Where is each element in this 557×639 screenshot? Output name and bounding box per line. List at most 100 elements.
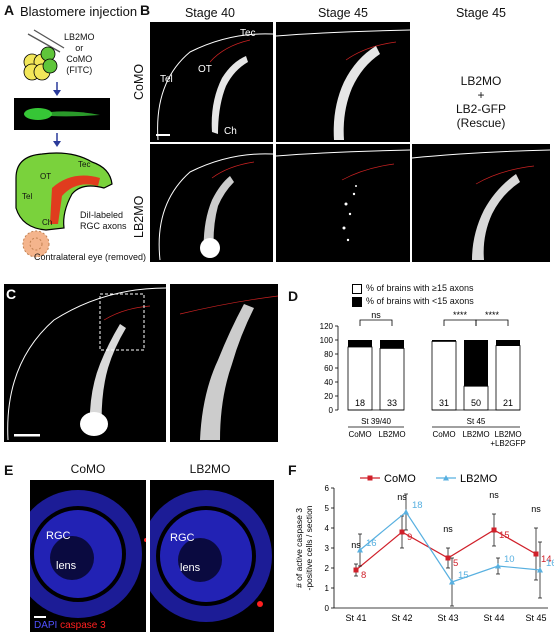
d-sig-label: ns [371, 310, 381, 320]
d-n-label: 50 [471, 398, 481, 408]
d-ytick-label: 0 [329, 406, 334, 415]
row-label-lb2mo: LB2MO [132, 195, 146, 238]
f-ytick-label: 0 [325, 604, 330, 613]
rescue-text: (Rescue) [456, 116, 506, 130]
caspase-label: caspase 3 [60, 620, 106, 631]
legend-filled: % of brains with <15 axons [352, 296, 474, 307]
d-ytick-label: 80 [324, 350, 333, 359]
b-tec-label: Tec [240, 28, 256, 39]
schematic-tec-label: Tec [78, 160, 91, 169]
injection-lb2mo: LB2MO [64, 32, 95, 42]
schematic-tel-label: Tel [22, 192, 33, 201]
b-tel-label: Tel [160, 74, 173, 85]
image-lb2mo-st45 [276, 144, 410, 262]
f-sig-label: ns [351, 540, 361, 550]
f-legend-label: LB2MO [460, 473, 498, 485]
embryo-injection-illustration [20, 22, 130, 82]
d-ytick-label: 40 [324, 378, 333, 387]
d-category-label: LB2MO +LB2GFP [490, 430, 525, 448]
f-ytick-label: 5 [325, 504, 330, 513]
panel-e-letter: E [4, 462, 14, 478]
d-category-label: CoMO [348, 430, 371, 439]
d-category-line: LB2MO [494, 430, 521, 439]
f-n-label: 15 [458, 570, 469, 581]
d-ytick-label: 20 [324, 392, 333, 401]
brain-schematic [2, 148, 132, 258]
f-point [445, 555, 451, 561]
d-bar-open [347, 346, 373, 411]
b-ot-label: OT [198, 64, 212, 75]
f-point [495, 563, 501, 569]
f-point [449, 579, 455, 585]
e-title-como: CoMO [70, 462, 106, 476]
panel-d-letter: D [288, 288, 299, 304]
d-bar-filled [432, 340, 456, 342]
d-category-label: LB2MO [378, 430, 405, 439]
image-como-st40: Tec OT Tel Ch [150, 22, 273, 142]
chart-d: 0 20 40 60 80 100 120 18 33 31 50 21 ns **** **** St 39… [290, 310, 552, 460]
f-n-label: 18 [412, 500, 423, 511]
d-sig-label: **** [453, 310, 468, 320]
arrow-down-icon [52, 133, 62, 147]
e-channel-legend: DAPI caspase 3 [34, 620, 106, 631]
dii-label-line1: DiI-labeled [80, 210, 124, 220]
d-ytick-label: 100 [320, 336, 334, 345]
d-ytick-label: 60 [324, 364, 333, 373]
scale-bar [34, 616, 46, 618]
image-e-como-retina: RGC lens DAPI caspase 3 [30, 480, 146, 632]
d-n-label: 31 [439, 398, 449, 408]
image-e-lb2mo-retina: RGC lens [150, 480, 274, 632]
f-point [533, 551, 539, 557]
f-sig-label: ns [443, 524, 453, 534]
injection-text: LB2MO or CoMO (FITC) [64, 32, 95, 76]
f-x-tick-label: St 44 [483, 613, 504, 623]
f-legend-marker [443, 475, 449, 481]
f-point [403, 509, 409, 515]
d-sig-bracket [475, 319, 509, 326]
d-category-label: CoMO [432, 430, 455, 439]
arrow-down-icon [52, 82, 62, 96]
f-y-axis-label: # of active caspase 3-positive cells / s… [294, 505, 314, 590]
f-ytick-label: 2 [325, 564, 330, 573]
f-ytick-label: 3 [325, 544, 330, 553]
f-point [399, 529, 405, 535]
f-legend-label: CoMO [384, 473, 416, 485]
d-bar-open [495, 345, 521, 411]
f-n-label: 15 [499, 530, 510, 541]
injection-como: CoMO [66, 54, 93, 64]
f-series-line [359, 511, 541, 583]
f-ytick-label: 1 [325, 584, 330, 593]
schematic-ch-label: Ch [42, 218, 53, 227]
f-sig-label: ns [397, 492, 407, 502]
rescue-lb2gfp: LB2-GFP [455, 102, 506, 116]
f-n-label: 16 [366, 538, 377, 549]
f-x-tick-label: St 45 [525, 613, 546, 623]
injection-fitc: (FITC) [66, 65, 93, 75]
d-group-label: St 39/40 [361, 417, 391, 426]
f-ytick-label: 6 [325, 484, 330, 493]
d-group-label: St 45 [467, 417, 486, 426]
stage-40-header: Stage 40 [184, 6, 236, 20]
e-lens-label: lens [56, 560, 77, 572]
d-n-label: 18 [355, 398, 365, 408]
row-label-como: CoMO [132, 63, 146, 100]
image-lb2mo-st40 [150, 144, 273, 262]
f-ylabel-line: -positive cells / section [304, 505, 314, 590]
image-panel-c-overview: C [4, 284, 166, 442]
e-rgc-label: RGC [46, 530, 71, 542]
stage-45-header: Stage 45 [317, 6, 369, 20]
injection-or: or [75, 43, 84, 53]
contralateral-eye-label: Contralateral eye (removed) [34, 252, 147, 262]
f-point [353, 567, 359, 573]
f-n-label: 9 [407, 532, 412, 543]
legend-open: % of brains with ≥15 axons [352, 283, 474, 294]
d-sig-label: **** [485, 310, 500, 320]
legend-swatch-filled [352, 296, 362, 307]
chart-f: 0 1 2 3 4 5 6 # of active caspase 3-positive ce… [290, 468, 557, 634]
d-category-label: LB2MO [462, 430, 489, 439]
d-sig-bracket [359, 319, 393, 326]
d-bar-filled [464, 340, 488, 387]
d-n-label: 21 [503, 398, 513, 408]
f-ylabel-line: # of active caspase 3 [294, 508, 304, 588]
f-point [357, 547, 363, 553]
